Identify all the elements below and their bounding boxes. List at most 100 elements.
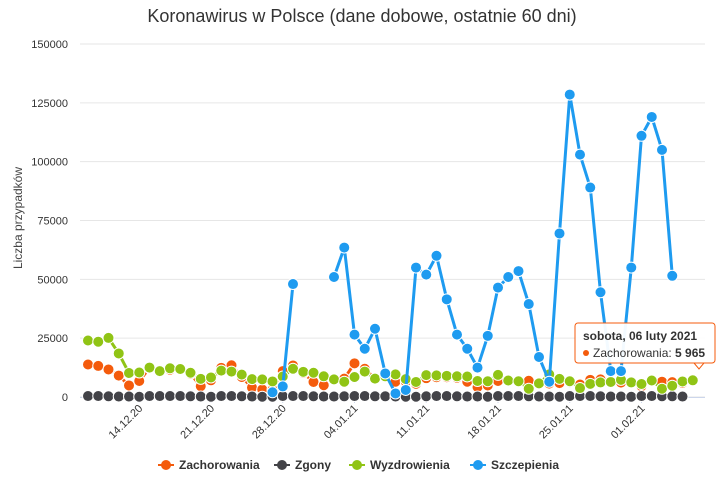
- data-point[interactable]: [512, 390, 525, 403]
- data-point[interactable]: [389, 368, 402, 381]
- data-point[interactable]: [512, 375, 525, 388]
- data-point[interactable]: [358, 365, 371, 378]
- data-point[interactable]: [369, 322, 381, 335]
- data-point[interactable]: [369, 390, 381, 403]
- data-point[interactable]: [451, 328, 463, 341]
- legend[interactable]: Zachorowania Zgony Wyzdrowienia Szczepienia: [158, 458, 559, 472]
- data-point[interactable]: [502, 374, 515, 387]
- data-point[interactable]: [123, 379, 135, 392]
- data-point[interactable]: [574, 382, 586, 395]
- data-point[interactable]: [666, 390, 679, 403]
- data-point[interactable]: [522, 298, 535, 311]
- data-point[interactable]: [594, 376, 607, 389]
- data-point[interactable]: [440, 293, 453, 306]
- legend-item-zgony[interactable]: Zgony: [274, 458, 331, 472]
- data-point[interactable]: [143, 361, 156, 374]
- data-point[interactable]: [625, 390, 638, 403]
- data-point[interactable]: [297, 365, 310, 378]
- data-point[interactable]: [307, 366, 320, 379]
- data-point[interactable]: [574, 148, 586, 161]
- data-point[interactable]: [379, 367, 392, 380]
- data-point[interactable]: [492, 281, 504, 294]
- data-point[interactable]: [625, 261, 638, 274]
- data-point[interactable]: [317, 370, 330, 383]
- legend-item-wyzdrowienia[interactable]: Wyzdrowienia: [349, 458, 450, 472]
- data-point[interactable]: [328, 390, 340, 403]
- data-point[interactable]: [348, 357, 361, 370]
- data-point[interactable]: [307, 390, 320, 403]
- data-point[interactable]: [92, 359, 105, 372]
- data-point[interactable]: [287, 278, 299, 291]
- data-point[interactable]: [287, 362, 299, 375]
- data-point[interactable]: [533, 390, 545, 403]
- data-point[interactable]: [297, 390, 310, 403]
- data-point[interactable]: [133, 390, 146, 403]
- data-point[interactable]: [666, 379, 679, 392]
- data-point[interactable]: [471, 374, 484, 387]
- data-point[interactable]: [235, 368, 248, 381]
- data-point[interactable]: [215, 364, 228, 377]
- data-point[interactable]: [256, 373, 269, 386]
- legend-item-szczepienia[interactable]: Szczepienia: [470, 458, 559, 472]
- data-point[interactable]: [543, 390, 556, 403]
- data-point[interactable]: [389, 387, 402, 400]
- data-point[interactable]: [123, 366, 135, 379]
- data-point[interactable]: [645, 374, 658, 387]
- data-point[interactable]: [184, 390, 197, 403]
- data-point[interactable]: [92, 335, 105, 348]
- data-point[interactable]: [563, 375, 576, 388]
- data-point[interactable]: [420, 268, 433, 281]
- data-point[interactable]: [194, 390, 207, 403]
- data-point[interactable]: [235, 390, 248, 403]
- data-point[interactable]: [348, 370, 361, 383]
- data-point[interactable]: [430, 369, 443, 382]
- data-point[interactable]: [533, 350, 545, 363]
- data-point[interactable]: [594, 390, 607, 403]
- data-point[interactable]: [112, 390, 125, 403]
- data-point[interactable]: [164, 390, 176, 403]
- data-point[interactable]: [328, 270, 340, 283]
- data-point[interactable]: [481, 375, 494, 388]
- data-point[interactable]: [215, 390, 228, 403]
- data-point[interactable]: [451, 390, 463, 403]
- data-point[interactable]: [645, 390, 658, 403]
- data-point[interactable]: [102, 331, 115, 344]
- data-point[interactable]: [410, 375, 422, 388]
- data-point[interactable]: [112, 347, 125, 360]
- data-point[interactable]: [348, 390, 361, 403]
- data-point[interactable]: [348, 328, 361, 341]
- data-point[interactable]: [543, 375, 556, 388]
- data-point[interactable]: [184, 366, 197, 379]
- data-point[interactable]: [338, 390, 351, 403]
- data-point[interactable]: [82, 358, 94, 371]
- data-point[interactable]: [553, 390, 566, 403]
- legend-item-zachorowania[interactable]: Zachorowania: [158, 458, 260, 472]
- data-point[interactable]: [502, 390, 515, 403]
- data-point[interactable]: [512, 265, 525, 278]
- data-point[interactable]: [645, 110, 658, 123]
- data-point[interactable]: [471, 361, 484, 374]
- data-point[interactable]: [656, 382, 668, 395]
- data-point[interactable]: [153, 390, 166, 403]
- data-point[interactable]: [102, 363, 115, 376]
- data-point[interactable]: [604, 365, 617, 378]
- data-point[interactable]: [604, 375, 617, 388]
- data-point[interactable]: [666, 269, 679, 282]
- data-point[interactable]: [492, 368, 504, 381]
- data-point[interactable]: [440, 390, 453, 403]
- data-point[interactable]: [461, 370, 474, 383]
- data-point[interactable]: [625, 376, 638, 389]
- data-point[interactable]: [82, 390, 94, 403]
- data-point[interactable]: [225, 390, 238, 403]
- data-point[interactable]: [563, 88, 576, 101]
- data-point[interactable]: [584, 390, 597, 403]
- data-point[interactable]: [358, 390, 371, 403]
- data-point[interactable]: [635, 378, 648, 391]
- data-point[interactable]: [225, 365, 238, 378]
- data-point[interactable]: [358, 342, 371, 355]
- data-point[interactable]: [112, 369, 125, 382]
- data-point[interactable]: [379, 390, 392, 403]
- data-point[interactable]: [553, 227, 566, 240]
- data-point[interactable]: [205, 390, 217, 403]
- data-point[interactable]: [686, 374, 699, 387]
